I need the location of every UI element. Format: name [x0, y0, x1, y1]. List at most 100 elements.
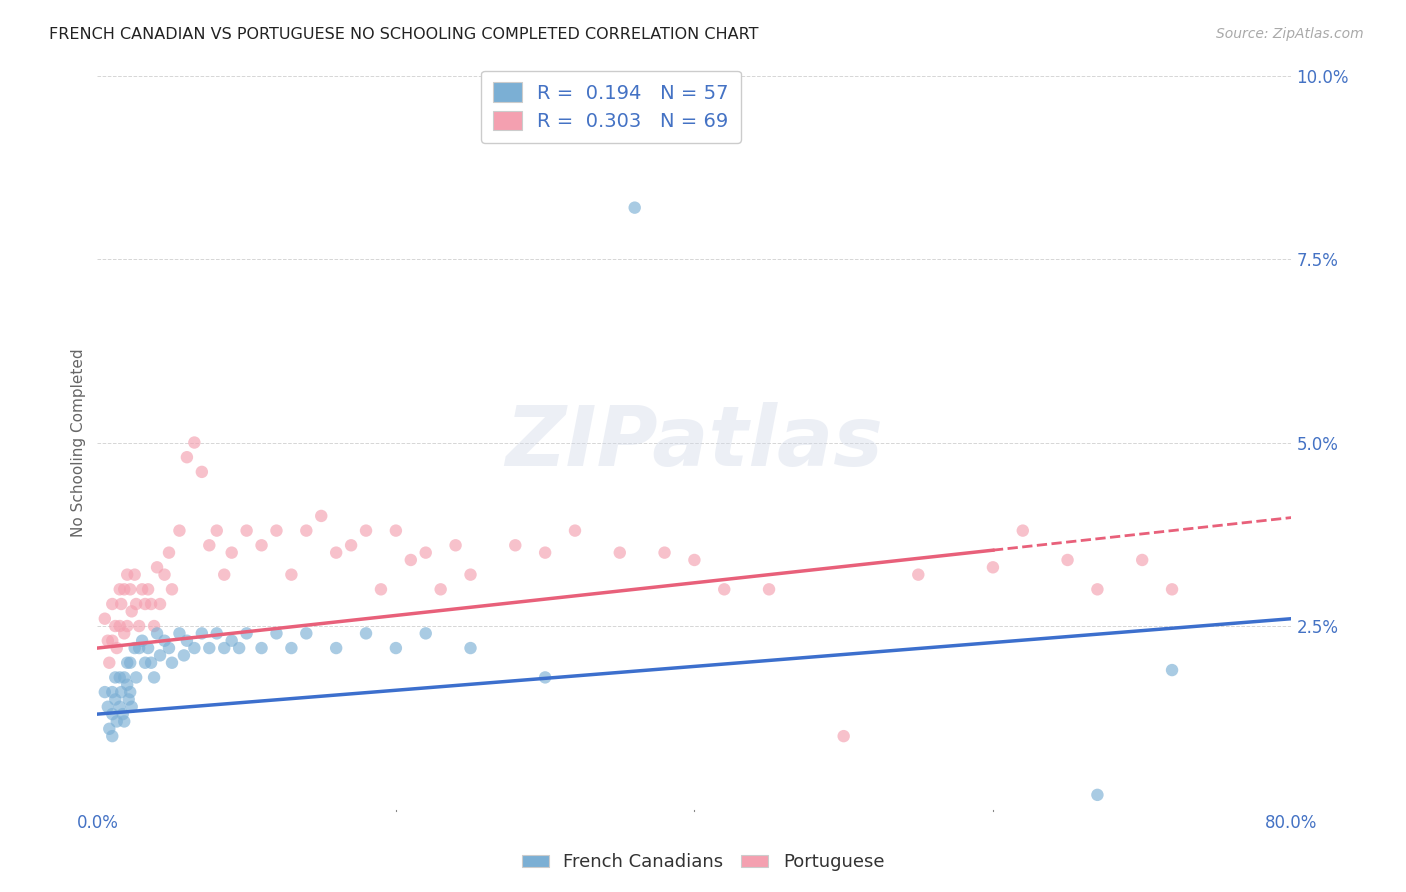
- Point: [385, 641, 408, 656]
- Point: [340, 538, 363, 552]
- Point: [97, 699, 120, 714]
- Point: [1161, 582, 1184, 597]
- Point: [101, 633, 124, 648]
- Point: [115, 567, 138, 582]
- Point: [325, 546, 347, 560]
- Point: [609, 546, 631, 560]
- Legend: French Canadians, Portuguese: French Canadians, Portuguese: [515, 847, 891, 879]
- Point: [112, 582, 135, 597]
- Point: [280, 641, 302, 656]
- Point: [108, 582, 131, 597]
- Point: [176, 633, 198, 648]
- Point: [98, 722, 121, 736]
- Point: [1056, 553, 1078, 567]
- Point: [105, 641, 128, 656]
- Text: Source: ZipAtlas.com: Source: ZipAtlas.com: [1216, 27, 1364, 41]
- Point: [191, 626, 214, 640]
- Point: [115, 678, 138, 692]
- Point: [104, 619, 127, 633]
- Point: [124, 641, 146, 656]
- Point: [534, 670, 557, 684]
- Point: [101, 597, 124, 611]
- Point: [143, 670, 166, 684]
- Point: [981, 560, 1004, 574]
- Point: [250, 538, 273, 552]
- Point: [149, 597, 172, 611]
- Point: [139, 597, 162, 611]
- Point: [131, 633, 153, 648]
- Point: [101, 685, 124, 699]
- Point: [125, 670, 148, 684]
- Point: [115, 619, 138, 633]
- Point: [118, 692, 141, 706]
- Point: [108, 699, 131, 714]
- Point: [212, 567, 235, 582]
- Point: [460, 641, 482, 656]
- Point: [94, 612, 117, 626]
- Point: [266, 626, 288, 640]
- Point: [146, 560, 169, 574]
- Point: [444, 538, 467, 552]
- Point: [758, 582, 780, 597]
- Point: [124, 567, 146, 582]
- Point: [110, 685, 132, 699]
- Point: [108, 670, 131, 684]
- Point: [125, 597, 148, 611]
- Text: FRENCH CANADIAN VS PORTUGUESE NO SCHOOLING COMPLETED CORRELATION CHART: FRENCH CANADIAN VS PORTUGUESE NO SCHOOLI…: [49, 27, 759, 42]
- Point: [94, 685, 117, 699]
- Point: [198, 538, 221, 552]
- Point: [131, 582, 153, 597]
- Point: [235, 626, 257, 640]
- Point: [280, 567, 302, 582]
- Point: [354, 626, 377, 640]
- Point: [221, 546, 243, 560]
- Point: [370, 582, 392, 597]
- Point: [153, 633, 176, 648]
- Point: [295, 626, 318, 640]
- Point: [115, 656, 138, 670]
- Point: [221, 633, 243, 648]
- Point: [1011, 524, 1033, 538]
- Point: [1161, 663, 1184, 677]
- Point: [120, 656, 142, 670]
- Point: [101, 707, 124, 722]
- Point: [128, 619, 150, 633]
- Point: [460, 567, 482, 582]
- Point: [108, 619, 131, 633]
- Point: [683, 553, 706, 567]
- Point: [104, 692, 127, 706]
- Point: [212, 641, 235, 656]
- Point: [104, 670, 127, 684]
- Point: [325, 641, 347, 656]
- Point: [157, 546, 180, 560]
- Point: [120, 582, 142, 597]
- Point: [503, 538, 526, 552]
- Point: [120, 685, 142, 699]
- Point: [309, 508, 332, 523]
- Point: [564, 524, 586, 538]
- Point: [136, 641, 159, 656]
- Point: [250, 641, 273, 656]
- Point: [153, 567, 176, 582]
- Point: [1087, 582, 1109, 597]
- Y-axis label: No Schooling Completed: No Schooling Completed: [72, 348, 86, 537]
- Point: [534, 546, 557, 560]
- Point: [112, 626, 135, 640]
- Point: [385, 524, 408, 538]
- Point: [110, 597, 132, 611]
- Point: [169, 626, 191, 640]
- Point: [146, 626, 169, 640]
- Point: [128, 641, 150, 656]
- Point: [907, 567, 929, 582]
- Point: [228, 641, 250, 656]
- Point: [98, 656, 121, 670]
- Point: [654, 546, 676, 560]
- Point: [354, 524, 377, 538]
- Point: [160, 582, 183, 597]
- Legend: R =  0.194   N = 57, R =  0.303   N = 69: R = 0.194 N = 57, R = 0.303 N = 69: [481, 70, 741, 143]
- Point: [121, 604, 143, 618]
- Point: [111, 707, 134, 722]
- Point: [415, 626, 437, 640]
- Point: [112, 670, 135, 684]
- Point: [713, 582, 735, 597]
